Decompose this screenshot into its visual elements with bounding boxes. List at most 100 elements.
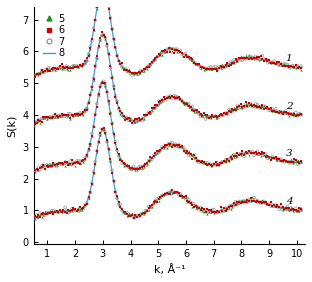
Point	[143, 67, 148, 71]
Point	[270, 204, 275, 209]
Point	[144, 162, 149, 166]
Point	[54, 162, 59, 167]
Point	[143, 208, 148, 213]
Point	[225, 206, 230, 211]
Point	[210, 210, 215, 214]
Point	[78, 63, 83, 67]
Point	[51, 163, 56, 168]
Point	[144, 65, 149, 70]
Point	[139, 164, 144, 169]
Point	[265, 106, 270, 111]
Point	[283, 62, 288, 67]
Point	[228, 155, 233, 160]
Point	[116, 105, 121, 109]
Point	[94, 56, 99, 60]
Point	[178, 192, 183, 197]
Point	[258, 54, 263, 58]
Point	[191, 153, 196, 157]
Point	[136, 166, 141, 171]
Point	[128, 69, 133, 74]
Point	[146, 204, 151, 209]
Point	[233, 199, 238, 204]
Point	[220, 159, 225, 164]
Point	[176, 49, 181, 53]
Point	[61, 160, 66, 165]
Point	[94, 105, 99, 109]
Point	[290, 160, 295, 164]
Point	[205, 114, 210, 118]
Point	[255, 199, 260, 203]
Point	[61, 208, 66, 212]
Point	[86, 148, 91, 153]
Point	[208, 163, 213, 167]
Point	[154, 151, 159, 155]
Point	[46, 211, 51, 216]
Point	[61, 208, 66, 213]
Point	[105, 89, 110, 94]
Point	[119, 207, 124, 212]
Point	[270, 60, 275, 65]
Point	[215, 114, 220, 119]
Point	[190, 202, 195, 207]
Point	[278, 159, 283, 164]
Point	[186, 55, 191, 60]
Point	[111, 36, 116, 41]
Point	[94, 53, 99, 58]
Point	[126, 117, 131, 122]
Point	[129, 118, 134, 123]
Point	[71, 207, 76, 212]
Point	[81, 110, 86, 114]
Point	[243, 102, 248, 107]
Point	[81, 204, 86, 208]
Point	[173, 47, 178, 52]
Point	[267, 59, 272, 64]
Point	[36, 165, 41, 169]
Point	[277, 207, 282, 212]
Point	[165, 192, 170, 197]
Point	[44, 117, 49, 121]
Point	[44, 69, 49, 74]
Point	[108, 110, 113, 114]
Point	[267, 202, 272, 206]
Point	[106, 101, 111, 105]
Point	[160, 145, 165, 149]
Point	[168, 93, 173, 98]
Point	[153, 57, 158, 61]
Point	[128, 212, 133, 217]
Point	[180, 145, 185, 149]
Point	[121, 210, 126, 215]
Point	[250, 103, 255, 107]
Point	[246, 103, 251, 107]
Point	[58, 208, 63, 212]
Point	[133, 213, 138, 218]
Point	[210, 114, 215, 119]
Point	[282, 206, 287, 211]
Point	[238, 199, 243, 204]
Point	[278, 110, 283, 114]
Point	[190, 155, 195, 160]
Point	[288, 160, 293, 164]
Point	[39, 212, 44, 217]
Point	[41, 212, 46, 217]
Point	[123, 210, 128, 215]
Point	[170, 96, 175, 101]
Point	[46, 115, 51, 120]
Point	[217, 210, 222, 214]
Point	[245, 103, 250, 107]
Point	[267, 203, 272, 207]
Point	[66, 65, 71, 70]
Point	[156, 199, 161, 203]
Point	[253, 56, 258, 61]
Point	[258, 201, 263, 205]
Point	[212, 162, 217, 166]
Point	[297, 161, 302, 166]
Point	[178, 50, 183, 55]
Point	[282, 62, 287, 66]
Point	[66, 208, 71, 212]
Point	[218, 161, 223, 165]
Point	[171, 190, 176, 195]
Point	[292, 112, 297, 116]
Point	[103, 83, 108, 88]
Point	[51, 212, 56, 216]
Point	[255, 152, 260, 156]
